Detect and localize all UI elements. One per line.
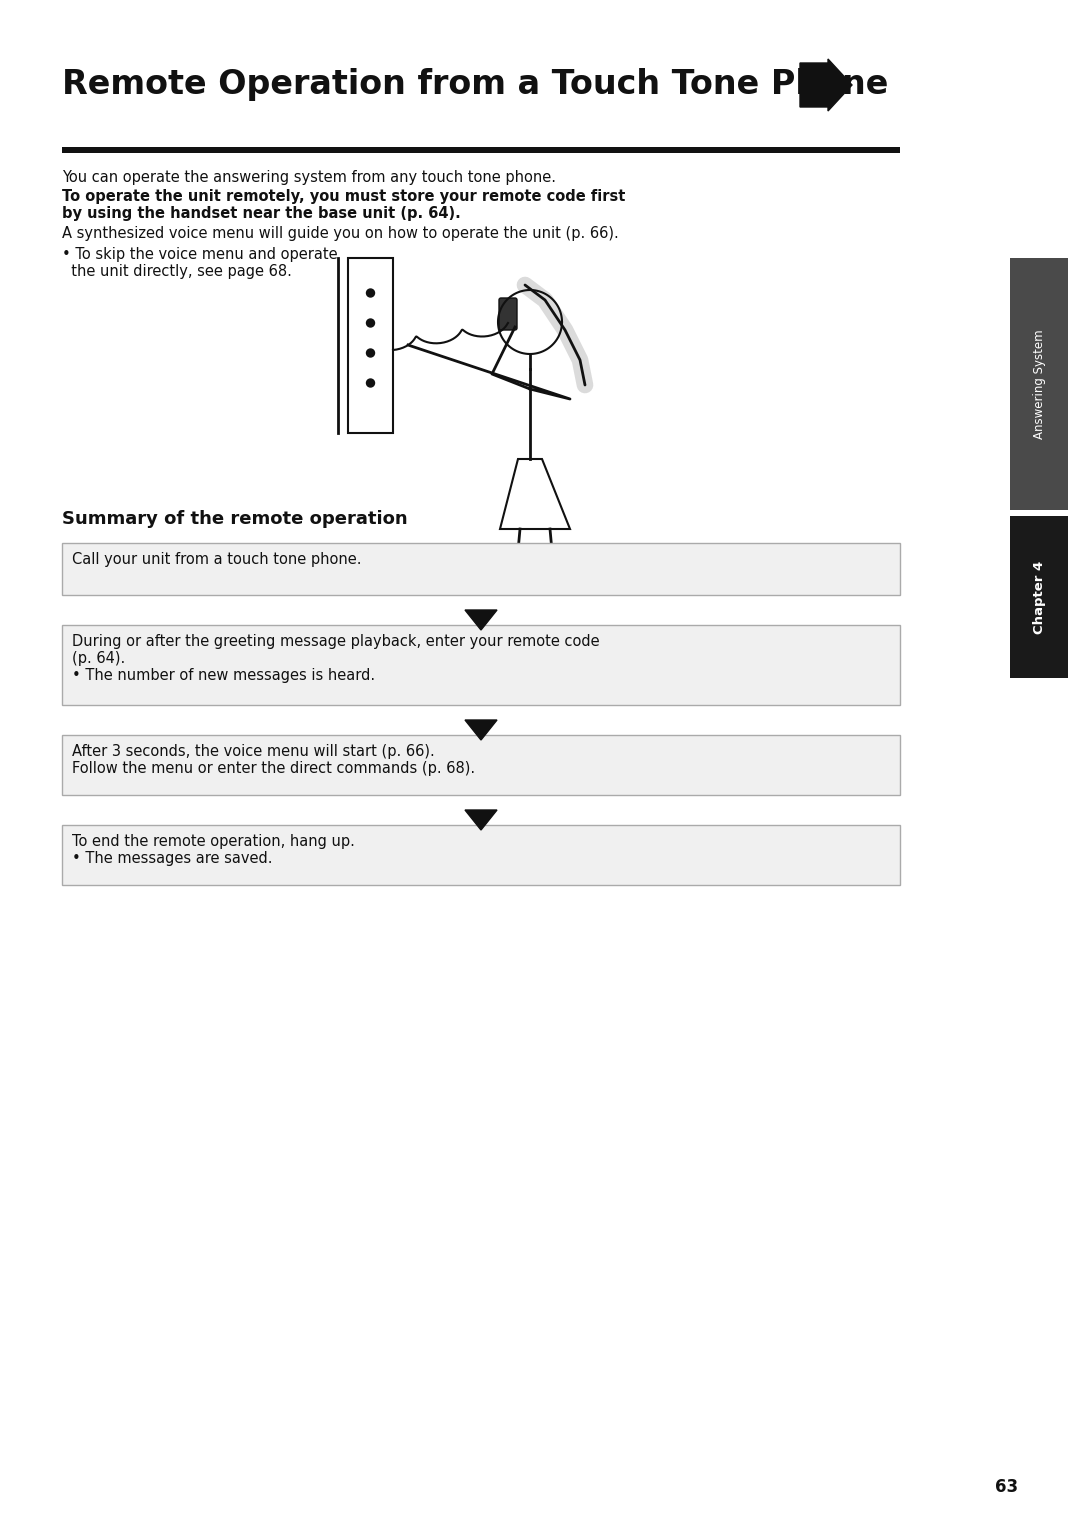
Text: After 3 seconds, the voice menu will start (p. 66).: After 3 seconds, the voice menu will sta… — [72, 744, 435, 759]
Bar — [1010, 258, 1068, 510]
Text: To operate the unit remotely, you must store your remote code first: To operate the unit remotely, you must s… — [62, 189, 625, 205]
Text: During or after the greeting message playback, enter your remote code: During or after the greeting message pla… — [72, 634, 599, 649]
Bar — [62, 147, 900, 153]
Polygon shape — [465, 810, 497, 830]
Bar — [62, 542, 900, 594]
Text: • The number of new messages is heard.: • The number of new messages is heard. — [72, 668, 375, 683]
Bar — [348, 258, 393, 432]
Polygon shape — [500, 458, 570, 529]
Text: by using the handset near the base unit (p. 64).: by using the handset near the base unit … — [62, 206, 461, 222]
Polygon shape — [465, 610, 497, 630]
Bar — [474, 724, 488, 730]
Text: the unit directly, see page 68.: the unit directly, see page 68. — [62, 264, 292, 280]
Circle shape — [366, 348, 375, 358]
Text: Remote Operation from a Touch Tone Phone: Remote Operation from a Touch Tone Phone — [62, 69, 889, 101]
Text: To end the remote operation, hang up.: To end the remote operation, hang up. — [72, 834, 355, 850]
Circle shape — [366, 289, 375, 296]
Bar — [62, 625, 900, 704]
Text: (p. 64).: (p. 64). — [72, 651, 125, 666]
Text: • To skip the voice menu and operate: • To skip the voice menu and operate — [62, 248, 338, 261]
Text: Follow the menu or enter the direct commands (p. 68).: Follow the menu or enter the direct comm… — [72, 761, 475, 776]
Text: 63: 63 — [995, 1478, 1018, 1496]
Text: Answering System: Answering System — [1032, 329, 1045, 439]
Text: • The messages are saved.: • The messages are saved. — [72, 851, 272, 866]
Polygon shape — [465, 720, 497, 740]
Bar — [474, 814, 488, 821]
Bar — [474, 614, 488, 620]
FancyBboxPatch shape — [499, 298, 517, 330]
Circle shape — [366, 379, 375, 387]
Bar — [1010, 516, 1068, 678]
Bar — [62, 735, 900, 795]
Text: You can operate the answering system from any touch tone phone.: You can operate the answering system fro… — [62, 170, 556, 185]
Text: Call your unit from a touch tone phone.: Call your unit from a touch tone phone. — [72, 552, 362, 567]
Polygon shape — [800, 60, 852, 112]
Text: A synthesized voice menu will guide you on how to operate the unit (p. 66).: A synthesized voice menu will guide you … — [62, 226, 619, 241]
Text: Summary of the remote operation: Summary of the remote operation — [62, 510, 407, 529]
Text: Chapter 4: Chapter 4 — [1032, 561, 1045, 634]
Bar — [62, 825, 900, 885]
Circle shape — [366, 319, 375, 327]
